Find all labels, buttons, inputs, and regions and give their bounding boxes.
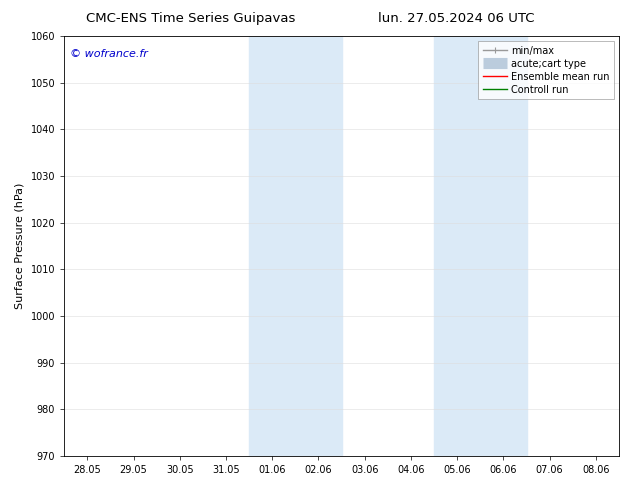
Text: © wofrance.fr: © wofrance.fr bbox=[70, 49, 148, 59]
Bar bbox=[434, 36, 526, 456]
Bar bbox=[249, 36, 342, 456]
Legend: min/max, acute;cart type, Ensemble mean run, Controll run: min/max, acute;cart type, Ensemble mean … bbox=[478, 41, 614, 99]
Text: CMC-ENS Time Series Guipavas: CMC-ENS Time Series Guipavas bbox=[86, 12, 295, 25]
Text: lun. 27.05.2024 06 UTC: lun. 27.05.2024 06 UTC bbox=[378, 12, 534, 25]
Y-axis label: Surface Pressure (hPa): Surface Pressure (hPa) bbox=[15, 183, 25, 309]
